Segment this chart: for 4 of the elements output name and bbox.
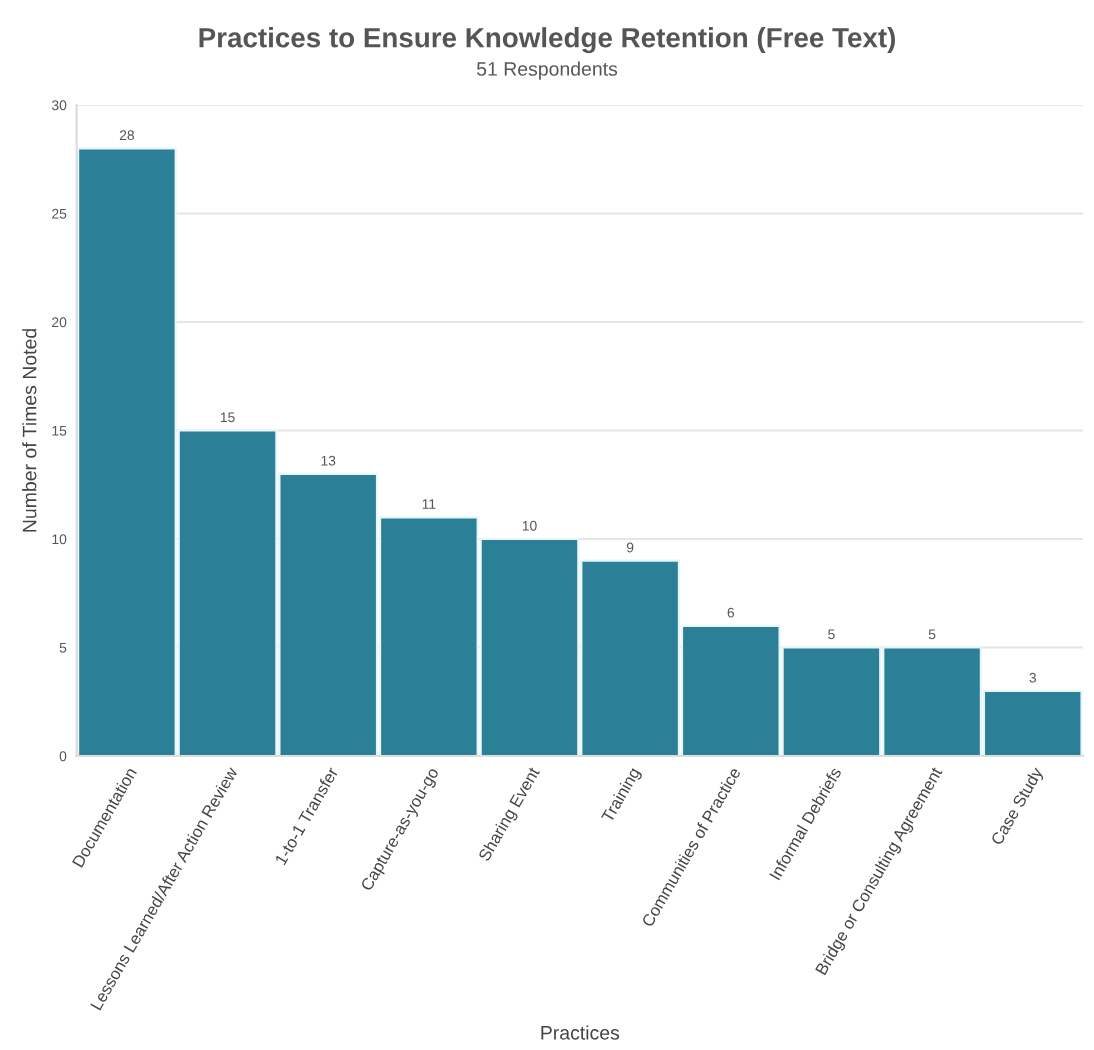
y-axis-title: Number of Times Noted	[22, 329, 37, 532]
chart-title: Practices to Ensure Knowledge Retention (Free Text)	[199, 27, 895, 54]
chart-subtitle: 51 Respondents	[476, 61, 618, 80]
x-axis-title: Practices	[541, 1025, 620, 1040]
